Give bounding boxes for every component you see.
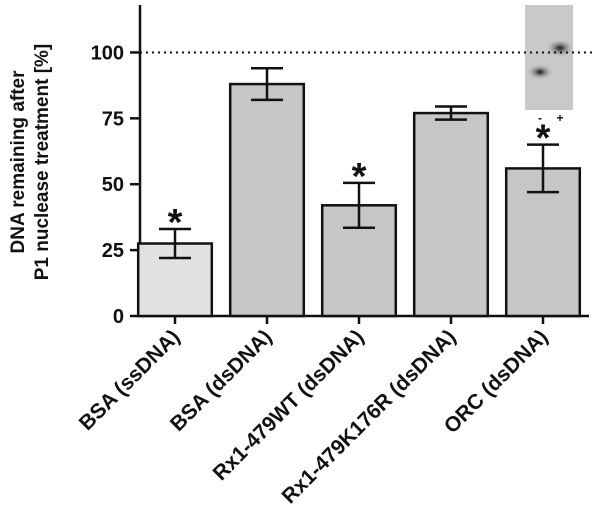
inset-label: + [556,111,563,125]
bar [412,111,490,318]
bar [228,82,306,318]
significance-marker: * [352,156,367,198]
significance-marker: * [168,202,183,244]
inset-label: - [538,111,542,125]
significance-marker: * [536,118,551,160]
y-axis-label: P1 nuclease treatment [%] [32,44,53,281]
y-tick-label: 50 [102,174,124,196]
x-tick-label: Rx1-479K176R (dsDNA) [278,325,461,508]
y-axis-label: DNA remaining after [8,70,29,254]
y-tick-label: 0 [113,306,124,328]
y-tick-label: 25 [102,240,124,262]
inset-gel [525,5,574,110]
y-tick-label: 75 [102,108,124,130]
y-tick-label: 100 [91,42,124,64]
x-tick-label: Rx1-479WT (dsDNA) [209,325,369,485]
